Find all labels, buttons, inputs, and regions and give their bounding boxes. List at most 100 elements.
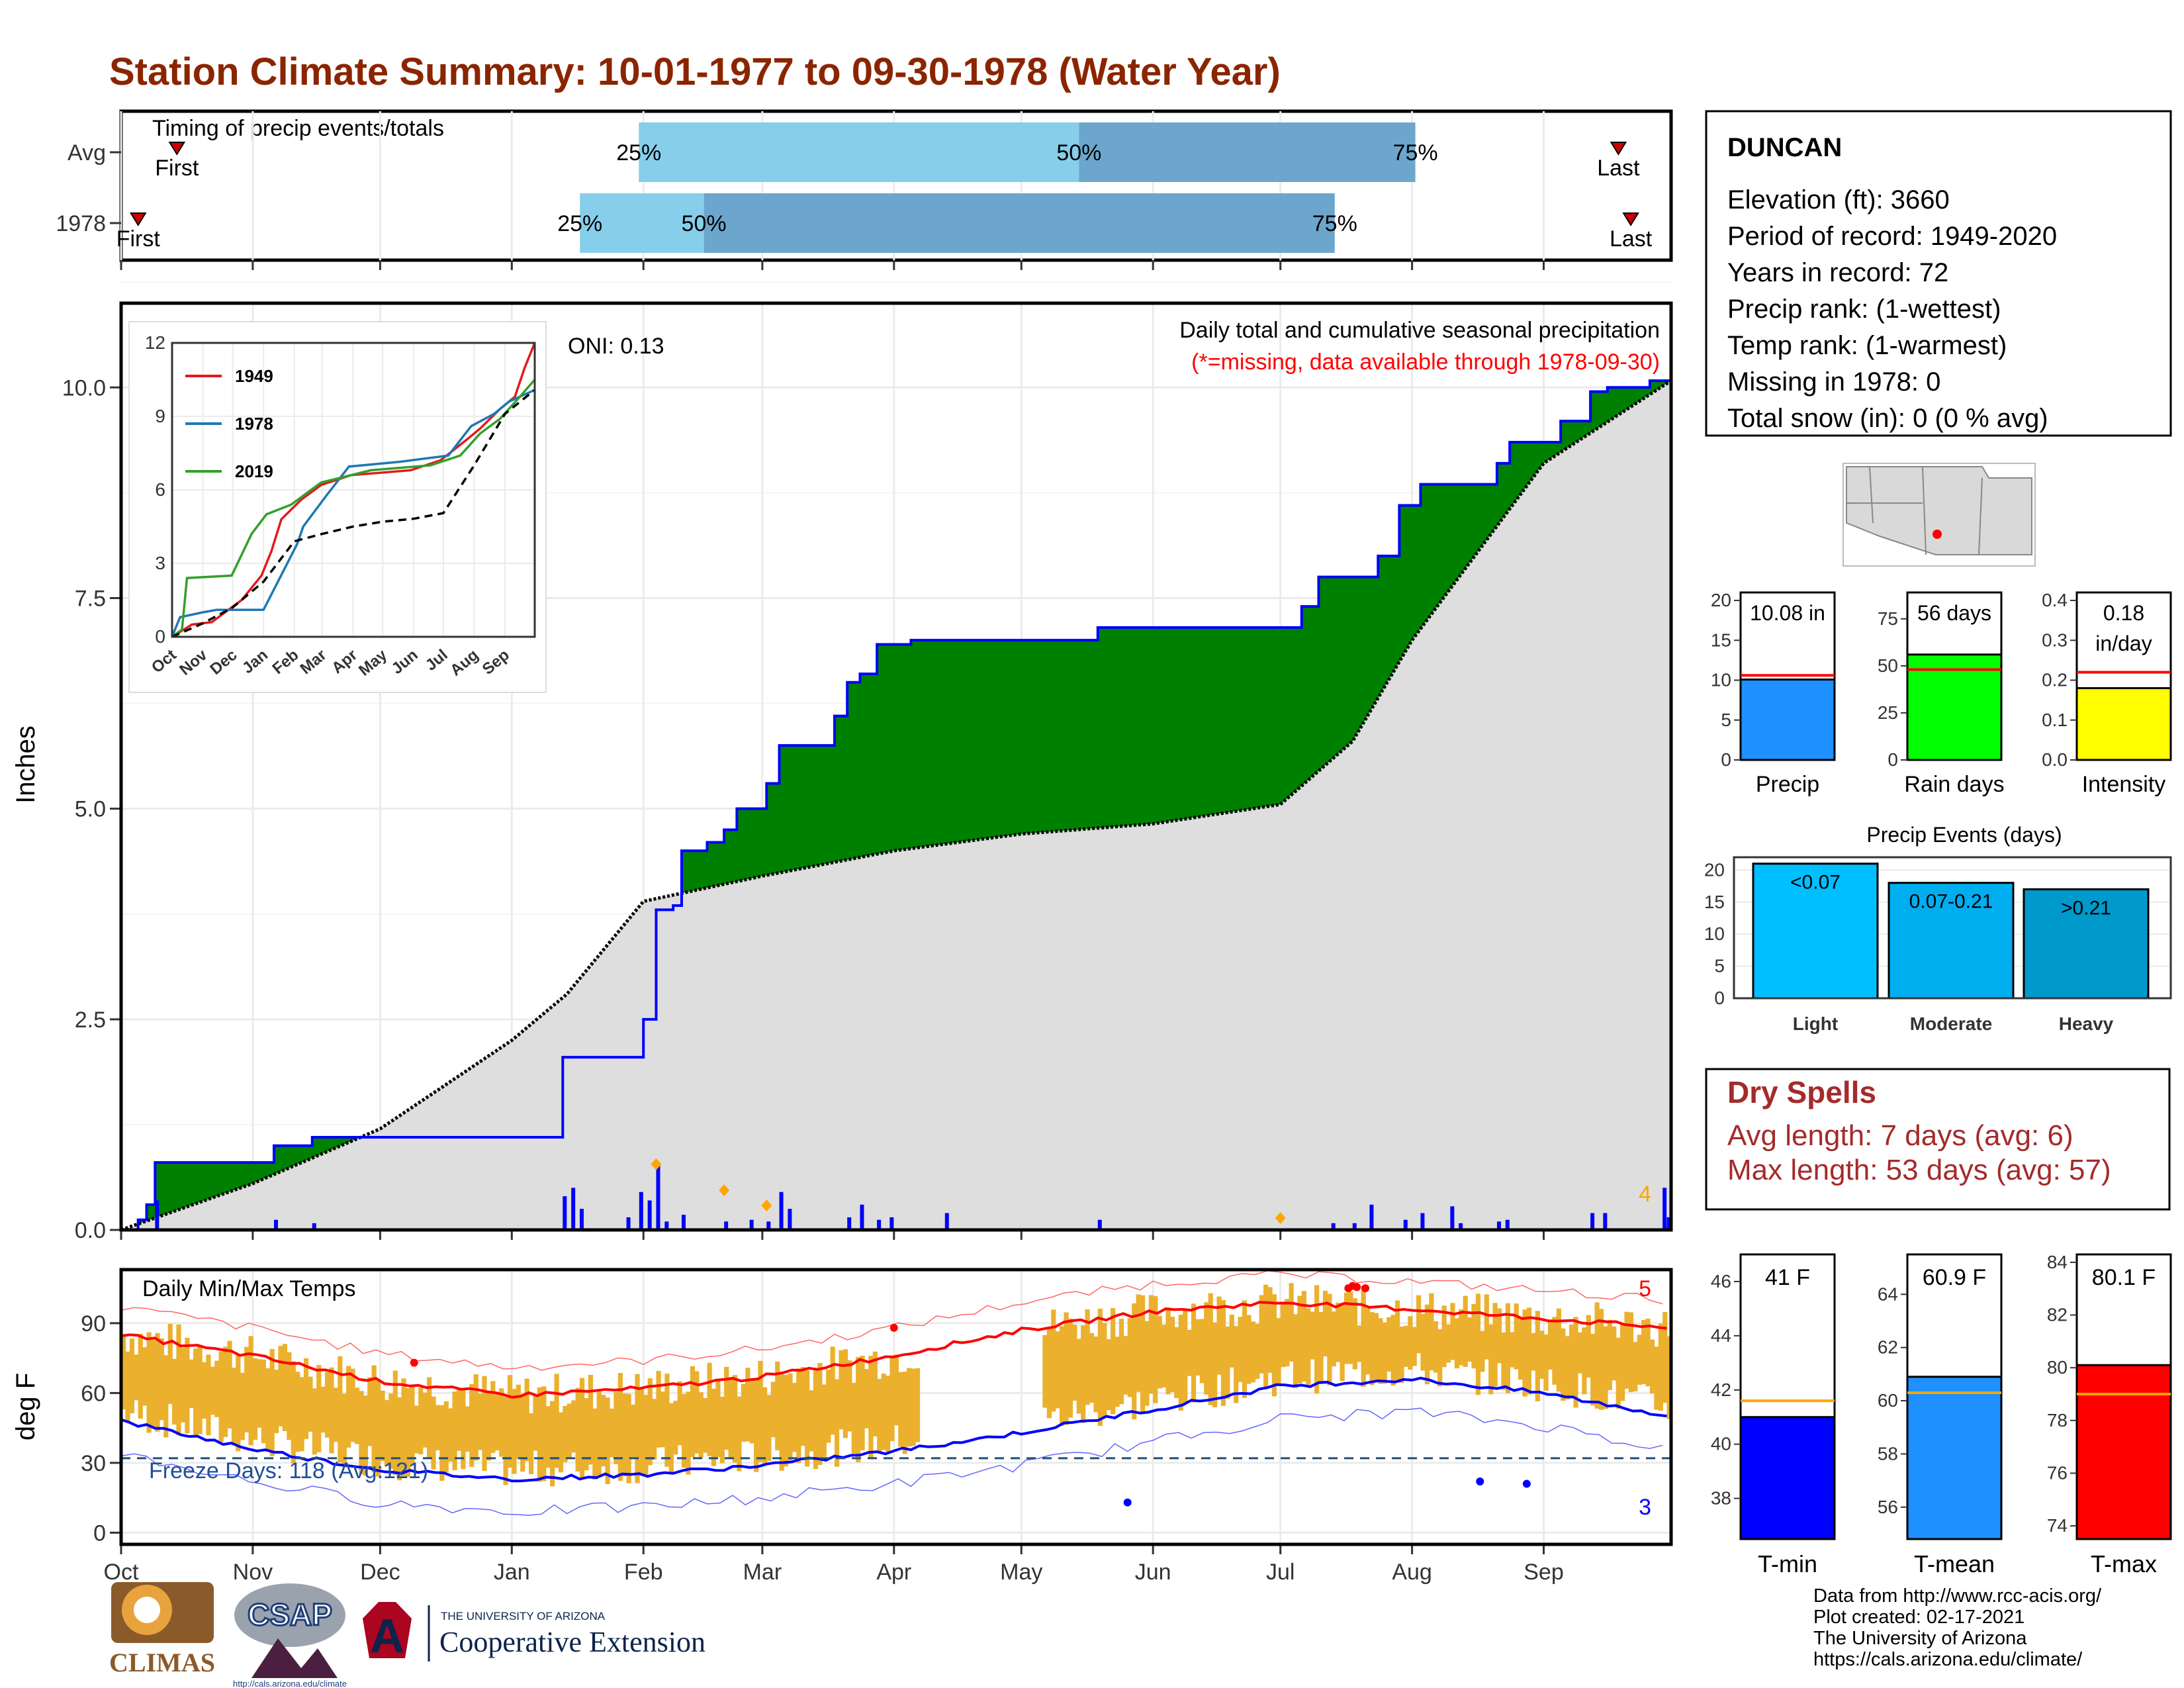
events-bar-label: 0.07-0.21 <box>1909 891 1993 913</box>
daily-temp-range-bar <box>1204 1302 1209 1395</box>
precip-surplus-day <box>885 644 891 853</box>
mini-bar-tick: 0.4 <box>2042 590 2068 610</box>
daily-temp-range-bar <box>308 1376 313 1432</box>
temp-bar-tick: 60 <box>1878 1390 1898 1411</box>
precip-surplus-day <box>1573 421 1578 444</box>
daily-temp-range-bar <box>439 1405 445 1481</box>
precip-surplus-day <box>252 1162 258 1184</box>
daily-temp-range-bar <box>1042 1335 1048 1408</box>
precip-surplus-day <box>1060 640 1065 831</box>
daily-temp-range-bar <box>155 1333 160 1432</box>
precip-surplus-day <box>1106 628 1111 827</box>
dry-max-length: Max length: 53 days (avg: 57) <box>1727 1154 2111 1186</box>
daily-temp-range-bar <box>227 1340 232 1429</box>
daily-temp-range-bar <box>698 1392 704 1458</box>
daily-temp-range-bar <box>1340 1303 1345 1382</box>
temp-bar-tick: 44 <box>1711 1325 1731 1346</box>
station-info-line: Precip rank: (1-wettest) <box>1727 295 2001 324</box>
precip-ylabel: Inches <box>11 726 40 804</box>
precip-surplus-day <box>1450 484 1455 589</box>
daily-temp-range-bar <box>1267 1287 1273 1373</box>
daily-temp-range-bar <box>677 1381 682 1446</box>
daily-temp-range-bar <box>1492 1303 1498 1387</box>
inset-frame <box>171 342 536 638</box>
daily-precip-bar <box>571 1188 576 1230</box>
precip-surplus-day <box>206 1162 211 1200</box>
precip-surplus-day <box>1365 577 1371 720</box>
events-bar-moderate <box>1888 882 2015 1000</box>
daily-precip-bar <box>563 1196 567 1230</box>
dry-spells-title: Dry Spells <box>1727 1075 1876 1109</box>
university-of-arizona-logo: A THE UNIVERSITY OF ARIZONA Cooperative … <box>363 1602 705 1663</box>
precip-surplus-day <box>1187 628 1192 819</box>
precip-surplus-day <box>1492 484 1498 532</box>
daily-temp-range-bar <box>1322 1290 1328 1357</box>
daily-temp-range-bar <box>647 1378 653 1466</box>
daily-temp-range-bar <box>146 1332 152 1433</box>
daily-temp-range-bar <box>1526 1307 1532 1395</box>
precip-surplus-day <box>1169 628 1175 821</box>
daily-temp-range-bar <box>405 1388 411 1477</box>
precip-surplus-day <box>1148 628 1154 825</box>
precip-surplus-day <box>1271 628 1277 806</box>
daily-temp-range-bar <box>1369 1312 1375 1385</box>
mini-bar-value-label: 10.08 in <box>1750 601 1825 625</box>
daily-temp-range-bar <box>601 1394 606 1467</box>
precip-surplus-day <box>1306 606 1311 782</box>
daily-temp-range-bar <box>1060 1326 1065 1426</box>
precip-surplus-day <box>222 1162 228 1194</box>
daily-temp-range-bar <box>1535 1311 1540 1401</box>
daily-temp-range-bar <box>1115 1336 1120 1407</box>
daily-temp-range-bar <box>554 1374 559 1468</box>
precip-surplus-day <box>1238 628 1243 812</box>
daily-temp-range-bar <box>346 1366 351 1448</box>
precip-surplus-day <box>1153 628 1158 824</box>
daily-temp-range-bar <box>1068 1319 1073 1418</box>
daily-temp-range-bar <box>507 1375 513 1468</box>
daily-temp-range-bar <box>448 1408 453 1462</box>
daily-temp-range-bar <box>724 1366 729 1450</box>
precip-surplus-day <box>214 1162 220 1197</box>
precip-surplus-day <box>995 640 1001 837</box>
month-tick-label: Aug <box>1392 1560 1432 1585</box>
precip-surplus-day <box>150 1204 156 1220</box>
precip-surplus-day <box>1301 606 1306 786</box>
precip-surplus-day <box>983 640 988 839</box>
record-low-marker <box>1476 1477 1484 1486</box>
daily-temp-range-bar <box>1429 1293 1434 1371</box>
avg-cumulative-line <box>120 379 1672 1232</box>
daily-temp-range-bar <box>1666 1336 1672 1419</box>
daily-temp-range-bar <box>524 1378 529 1462</box>
daily-temp-range-bar <box>1301 1291 1306 1382</box>
daily-temp-range-bar <box>830 1346 835 1435</box>
precip-surplus-day <box>341 1137 347 1146</box>
precip-surplus-day <box>197 1162 203 1203</box>
daily-temp-range-bar <box>847 1360 852 1432</box>
mini-bar-tick: 20 <box>1711 590 1731 610</box>
daily-temp-range-bar <box>711 1388 717 1466</box>
precip-surplus-day <box>1394 555 1400 669</box>
daily-temp-range-bar <box>1263 1284 1269 1387</box>
mini-bar-tick: 15 <box>1711 630 1731 650</box>
temps-ylabel: deg F <box>11 1373 40 1440</box>
daily-temp-range-bar <box>1046 1328 1052 1419</box>
daily-temp-range-bar <box>329 1367 334 1454</box>
timing-p25-label: 25% <box>557 211 602 236</box>
precip-surplus-day <box>1496 463 1502 526</box>
month-tick-label: Jun <box>1135 1560 1171 1585</box>
daily-temp-range-bar <box>1051 1309 1056 1412</box>
mini-bars: 0 5 10 15 20 10.08 in Precip 0 25 50 75 56 days Rain… <box>1711 590 2172 797</box>
precip-surplus-day <box>970 640 976 841</box>
daily-precip-bar <box>1590 1213 1595 1230</box>
daily-temp-range-bar <box>563 1405 568 1462</box>
daily-temp-range-bar <box>1357 1325 1362 1362</box>
events-ytick: 5 <box>1714 956 1725 976</box>
daily-temp-range-bar <box>1539 1331 1545 1379</box>
temp-bar-tick: 76 <box>2047 1462 2068 1483</box>
daily-precip-bar <box>656 1162 660 1230</box>
precip-surplus-day <box>962 640 967 842</box>
temp-bar-tick: 58 <box>1878 1443 1898 1464</box>
precip-surplus-day <box>928 640 933 847</box>
daily-precip-bar <box>681 1215 686 1230</box>
precip-surplus-day <box>758 808 763 877</box>
